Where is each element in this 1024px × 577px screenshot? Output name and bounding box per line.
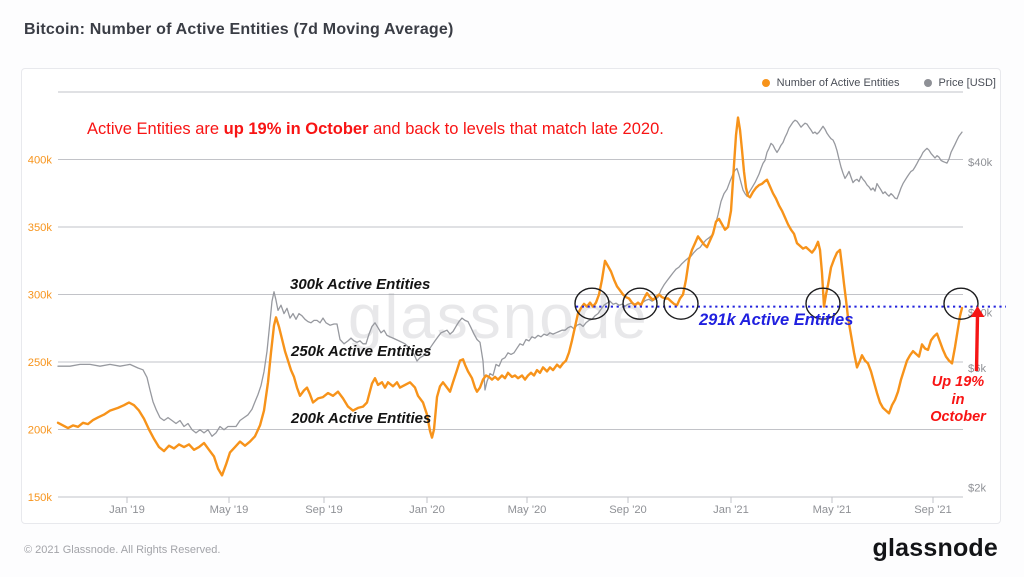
chart-legend: Number of Active Entities Price [USD] [761, 77, 996, 89]
highlight-circle [943, 287, 979, 320]
x-axis-label: Jan '19 [109, 504, 145, 516]
y-axis-left-label: 150k [28, 492, 53, 504]
x-axis-label: Jan '20 [409, 504, 445, 516]
legend-dot-gray-icon [923, 79, 932, 87]
x-axis-label: Sep '20 [609, 504, 647, 516]
y-axis-left-label: 400k [28, 155, 53, 167]
legend-label: Price [USD] [938, 77, 996, 89]
x-axis-label: May '21 [813, 504, 852, 516]
x-axis-label: May '20 [508, 504, 547, 516]
annotation-red-line1: Up 19% [931, 374, 985, 390]
legend-item-price[interactable]: Price [USD] [923, 77, 996, 89]
callout-prefix: Active Entities are [87, 120, 224, 138]
up-arrow [974, 314, 980, 372]
annotation-red-line3: October [930, 409, 986, 425]
callout-text: Active Entities are up 19% in October an… [87, 120, 664, 139]
annotation-200k: 200k Active Entities [291, 410, 432, 427]
annotation-300k: 300k Active Entities [290, 276, 431, 293]
y-axis-left-label: 250k [28, 357, 53, 369]
highlight-circle [574, 287, 610, 320]
glassnode-logo: glassnode [872, 534, 998, 562]
callout-bold: up 19% in October [223, 120, 369, 138]
x-axis-label: Sep '21 [914, 504, 952, 516]
x-axis-label: Jan '21 [713, 504, 749, 516]
legend-label: Number of Active Entities [776, 77, 900, 89]
y-axis-left-label: 350k [28, 222, 53, 234]
y-axis-left-label: 300k [28, 290, 53, 302]
y-axis-right-label: $2k [968, 482, 986, 494]
highlight-circle [622, 287, 658, 320]
legend-item-active-entities[interactable]: Number of Active Entities [761, 77, 900, 89]
watermark: glassnode [348, 283, 649, 352]
page-title: Bitcoin: Number of Active Entities (7d M… [24, 21, 454, 38]
up-arrow-head [970, 306, 985, 317]
legend-dot-orange-icon [761, 79, 770, 87]
series-price [57, 119, 963, 437]
x-axis-label: Sep '19 [305, 504, 343, 516]
y-axis-left-label: 200k [28, 425, 53, 437]
x-axis-label: May '19 [210, 504, 249, 516]
annotation-red-line2: in [951, 391, 965, 408]
highlight-circle [805, 287, 841, 320]
callout-suffix: and back to levels that match late 2020. [368, 120, 664, 138]
y-axis-right-label: $40k [968, 157, 993, 169]
annotation-up-19-percent: Up 19% in October [916, 374, 1000, 427]
copyright-text: © 2021 Glassnode. All Rights Reserved. [24, 544, 221, 556]
annotation-291k: 291k Active Entities [699, 311, 854, 329]
highlight-circle [663, 287, 699, 320]
annotation-250k: 250k Active Entities [291, 343, 432, 360]
